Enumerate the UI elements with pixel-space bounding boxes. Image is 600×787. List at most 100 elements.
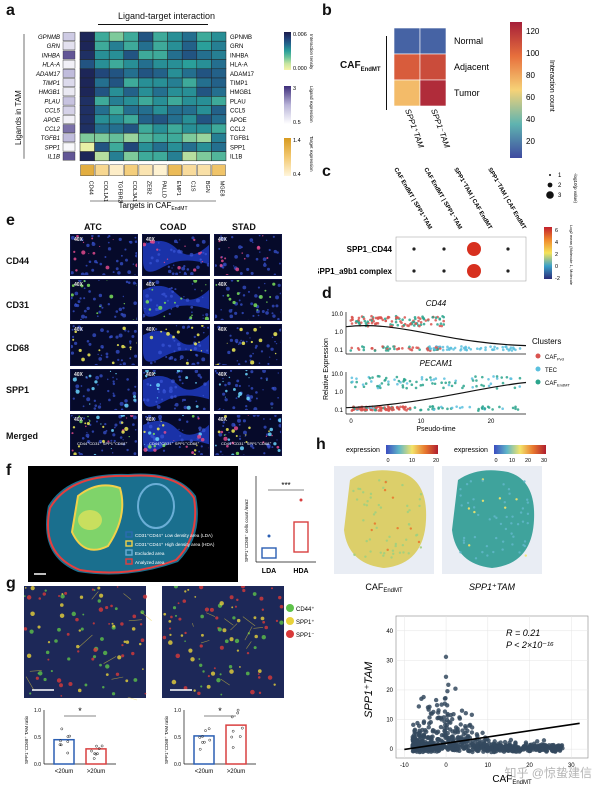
- interaction-cell: [211, 59, 227, 70]
- expression-spot: [384, 480, 387, 484]
- colorbar: [494, 445, 546, 454]
- ligand-label-left: HLA-A: [42, 63, 60, 69]
- cell-point: [387, 406, 391, 409]
- if-cell: [123, 640, 127, 643]
- if-image-canvas: [72, 370, 137, 410]
- data-point: [461, 732, 466, 737]
- signal: [109, 370, 112, 372]
- colorbar-tick: 10: [509, 458, 515, 464]
- interaction-cell: [138, 86, 154, 97]
- if-cell: [245, 671, 250, 676]
- interaction-cell: [211, 105, 227, 116]
- signal: [124, 403, 129, 408]
- data-point: [453, 730, 458, 735]
- nucleus: [249, 359, 252, 362]
- data-point: [443, 674, 449, 680]
- if-image-canvas: [71, 280, 137, 320]
- signal: [151, 240, 155, 244]
- magnification-label: 40X: [146, 372, 155, 378]
- interaction-cell: [138, 68, 154, 79]
- if-cell: [257, 669, 262, 673]
- ligand-expr-cell: [62, 78, 76, 87]
- nucleus: [182, 398, 185, 401]
- nucleus: [170, 287, 173, 290]
- cell-point: [442, 386, 445, 390]
- map1-label: CAFEndMT: [365, 582, 403, 594]
- interaction-cell: [211, 114, 227, 125]
- ligand-expr-cell: [62, 115, 76, 124]
- nucleus: [173, 339, 176, 342]
- ligand-expr-cell: [62, 87, 76, 97]
- data-point: [487, 746, 492, 751]
- data-point: [521, 747, 526, 752]
- cell-point: [401, 384, 405, 387]
- nucleus: [82, 395, 85, 398]
- nucleus: [242, 285, 247, 290]
- data-point: [527, 748, 532, 754]
- signal: [195, 405, 199, 408]
- legend2-min: 0.5: [293, 120, 301, 126]
- signal: [237, 395, 241, 398]
- nucleus: [271, 446, 274, 449]
- nucleus: [227, 350, 231, 355]
- data-point: [428, 740, 433, 745]
- cell-point: [461, 386, 464, 390]
- if-image-cd68-atc: 40X: [70, 324, 138, 366]
- expression-spot: [390, 556, 393, 559]
- signal: [266, 257, 269, 260]
- if-cell: [279, 620, 284, 625]
- interaction-cell: [79, 132, 95, 143]
- x-tick: 30: [568, 763, 575, 769]
- signal: [145, 375, 148, 378]
- magnification-label: 40X: [74, 237, 83, 243]
- data-point: [445, 711, 450, 717]
- row-label-cd31: CD31: [6, 300, 30, 310]
- nucleus: [167, 269, 172, 274]
- nucleus: [268, 248, 271, 252]
- if-image-canvas: [143, 370, 209, 410]
- cell-point: [431, 382, 434, 385]
- bar-point: [198, 747, 202, 751]
- nucleus: [88, 342, 92, 346]
- bar-point: [201, 740, 204, 744]
- nucleus: [150, 434, 155, 439]
- cell-point: [403, 316, 407, 319]
- data-point: [416, 730, 422, 735]
- y-axis-title: SPP1⁺TAM: [363, 661, 375, 718]
- nucleus: [252, 415, 256, 417]
- nucleus: [252, 446, 255, 450]
- data-point: [451, 711, 456, 717]
- if-cell: [57, 627, 61, 632]
- category-label: <20um: [195, 769, 214, 775]
- cell-point: [504, 345, 508, 348]
- signal: [156, 427, 160, 431]
- cell-point: [380, 382, 384, 385]
- nucleus: [186, 420, 189, 423]
- nucleus: [80, 272, 85, 275]
- if-cell: [132, 614, 137, 619]
- interaction-cell: [211, 123, 227, 134]
- signal: [96, 415, 100, 420]
- signal: [205, 284, 207, 286]
- fiber: [128, 619, 142, 622]
- nucleus: [164, 294, 168, 298]
- bar-point: [100, 744, 104, 748]
- cell-point: [351, 316, 354, 319]
- signal: [153, 448, 157, 452]
- if-cell: [105, 664, 110, 669]
- fiber: [25, 676, 34, 690]
- nucleus: [190, 271, 194, 275]
- data-point: [504, 745, 510, 750]
- interaction-cell: [167, 31, 183, 42]
- nucleus: [120, 312, 124, 316]
- nucleus: [240, 339, 242, 342]
- fiber: [123, 593, 132, 600]
- interaction-cell: [108, 151, 125, 162]
- nucleus: [88, 290, 91, 293]
- nucleus: [108, 235, 111, 238]
- signal: [77, 445, 81, 448]
- nucleus: [79, 327, 83, 331]
- if-cell: [234, 605, 238, 608]
- nucleus: [202, 394, 205, 397]
